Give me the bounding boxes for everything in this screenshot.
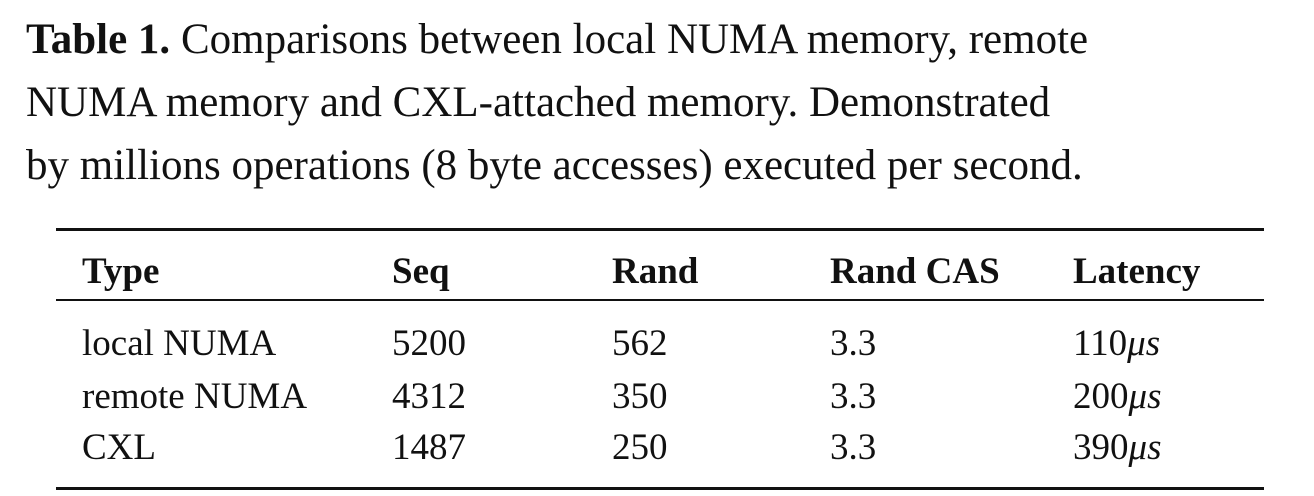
header-latency: Latency <box>1073 251 1201 292</box>
latency-unit: μs <box>1128 427 1162 468</box>
table-bottom-rule <box>56 487 1264 490</box>
cell-rand-cas: 3.3 <box>830 427 877 468</box>
header-seq: Seq <box>392 251 450 292</box>
caption-line-3: by millions operations (8 byte accesses)… <box>26 142 1083 189</box>
caption-line-1: Table 1. Comparisons between local NUMA … <box>26 8 1306 71</box>
caption-text-1: Comparisons between local NUMA memory, r… <box>170 16 1089 63</box>
caption-line-2: NUMA memory and CXL-attached memory. Dem… <box>26 79 1051 126</box>
cell-type: local NUMA <box>82 323 277 364</box>
cell-seq: 1487 <box>392 427 466 468</box>
latency-value: 110 <box>1073 323 1128 364</box>
caption-label: Table 1. <box>26 16 171 63</box>
cell-rand-cas: 3.3 <box>830 376 877 417</box>
cell-latency: 200μs <box>1073 377 1161 417</box>
header-rand-cas: Rand CAS <box>830 251 1000 292</box>
table-header-rule <box>56 299 1264 301</box>
latency-value: 200 <box>1073 376 1129 417</box>
table-top-rule <box>56 228 1264 231</box>
header-rand: Rand <box>612 251 699 292</box>
cell-latency: 390μs <box>1073 428 1161 468</box>
latency-unit: μs <box>1128 376 1162 417</box>
cell-rand: 350 <box>612 376 668 417</box>
cell-rand: 250 <box>612 427 668 468</box>
latency-unit: μs <box>1127 323 1161 364</box>
cell-seq: 4312 <box>392 376 466 417</box>
table-caption: Table 1. Comparisons between local NUMA … <box>26 8 1306 197</box>
latency-value: 390 <box>1073 427 1129 468</box>
cell-type: remote NUMA <box>82 376 308 417</box>
cell-latency: 110μs <box>1073 324 1160 364</box>
header-type: Type <box>82 251 160 292</box>
cell-rand-cas: 3.3 <box>830 323 877 364</box>
cell-rand: 562 <box>612 323 668 364</box>
cell-seq: 5200 <box>392 323 466 364</box>
cell-type: CXL <box>82 427 156 468</box>
